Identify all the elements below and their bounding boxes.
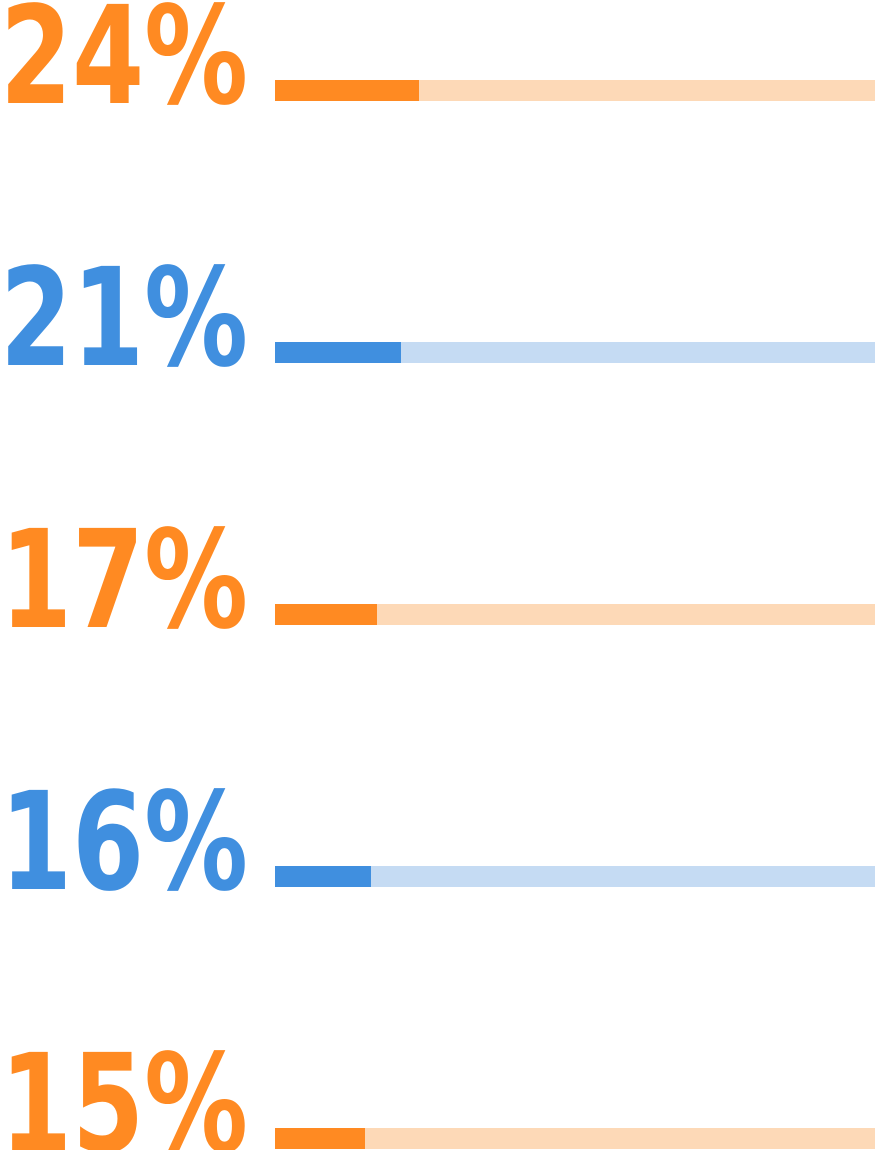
- bar-track: [275, 866, 875, 887]
- bar: [275, 342, 401, 363]
- bar-track: [275, 80, 875, 101]
- bar: [275, 866, 371, 887]
- bar-track: [275, 342, 875, 363]
- bar-track: [275, 1128, 875, 1149]
- value-label: 17%: [0, 502, 248, 660]
- bar-track: [275, 604, 875, 625]
- bar: [275, 604, 377, 625]
- value-label: 15%: [0, 1026, 248, 1150]
- value-label: 24%: [0, 0, 248, 136]
- bar: [275, 1128, 365, 1149]
- value-label: 21%: [0, 240, 248, 398]
- bar: [275, 80, 419, 101]
- value-label: 16%: [0, 764, 248, 922]
